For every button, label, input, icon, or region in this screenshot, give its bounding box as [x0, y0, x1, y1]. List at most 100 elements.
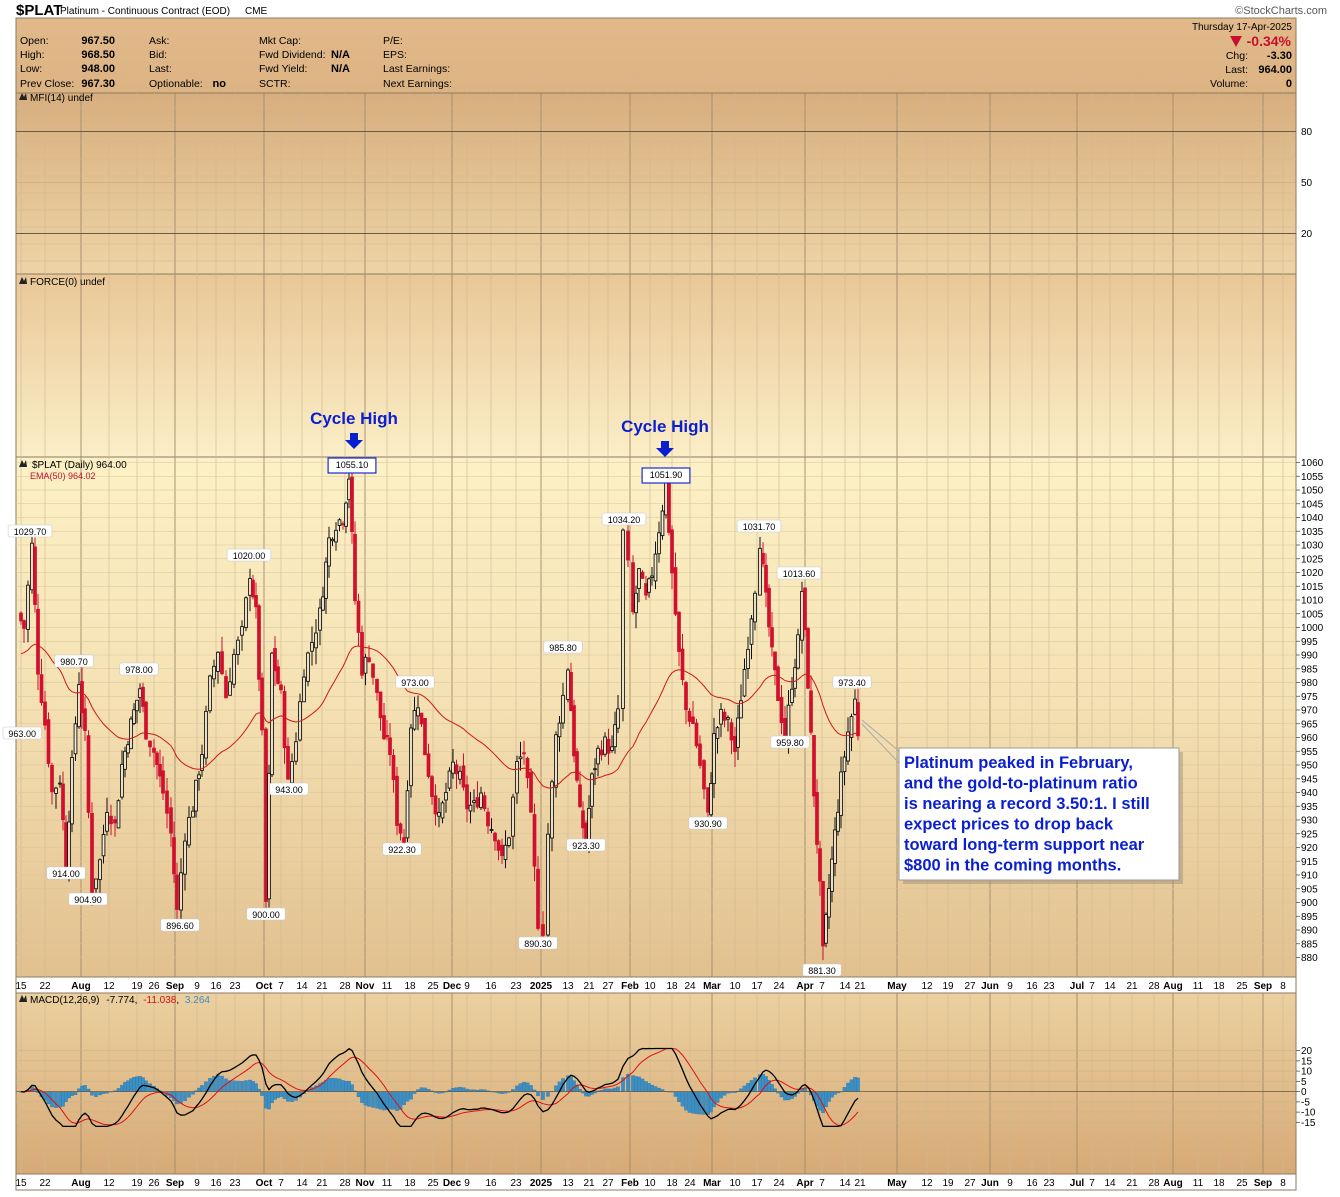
y-tick-label: 1005: [1301, 609, 1324, 620]
y-tick-label: 945: [1301, 774, 1318, 785]
macd-histogram-bar: [363, 1091, 368, 1106]
y-tick-label: 1010: [1301, 596, 1324, 607]
candle-body: [447, 770, 452, 789]
macd-panel: [15, 992, 1297, 1175]
candle-body: [687, 710, 692, 722]
x-tick-label: 21: [1126, 981, 1138, 992]
candle-body: [680, 648, 685, 681]
price-anchor-label: 1020.00: [233, 551, 266, 561]
x-tick-label: 16: [485, 1178, 497, 1189]
candle-body: [19, 612, 23, 622]
macd-histogram-bar: [536, 1091, 540, 1097]
x-tick-label: 25: [427, 981, 439, 992]
candle-body: [216, 651, 220, 672]
macd-histogram-bar: [515, 1085, 519, 1092]
candle-body: [341, 523, 345, 526]
x-tick-label: 24: [773, 1178, 785, 1189]
stat-label: Fwd Dividend:: [259, 49, 326, 61]
candle-body: [161, 770, 165, 794]
macd-histogram-bar: [405, 1091, 410, 1102]
x-tick-label: 14: [839, 981, 851, 992]
y-tick-label: 1000: [1301, 623, 1324, 634]
macd-title-label: MACD(12,26,9): [30, 995, 99, 1006]
price-anchor-label: 914.00: [52, 869, 80, 879]
macd-tick-label: 5: [1301, 1077, 1307, 1088]
macd-line: [20, 1047, 859, 1128]
candle-body: [833, 829, 837, 864]
y-tick-label: 935: [1301, 802, 1318, 813]
candle-body: [129, 718, 133, 750]
candle-body: [503, 844, 508, 860]
candle-body: [204, 710, 208, 759]
candle-body: [736, 717, 740, 748]
macd-sep-2: ,: [176, 995, 179, 1006]
macd-tick-label: -5: [1301, 1097, 1310, 1108]
x-tick-label: Mar: [703, 1178, 721, 1189]
y-tick-label: 1030: [1301, 541, 1324, 552]
price-anchor-label: 923.30: [572, 841, 600, 851]
price-label-box: [736, 519, 782, 533]
candle-body: [733, 736, 737, 753]
macd-histogram-bar: [451, 1088, 455, 1092]
macd-histogram-bar: [779, 1091, 784, 1098]
macd-histogram-bar: [680, 1091, 685, 1107]
x-tick-label: 19: [942, 1178, 954, 1189]
candle-body: [812, 735, 816, 797]
macd-histogram-bar: [541, 1091, 545, 1100]
candle-body: [385, 734, 389, 738]
x-tick-label: 28: [339, 981, 351, 992]
candle-body: [507, 837, 511, 846]
candle-body: [123, 750, 127, 770]
candle-body: [706, 787, 710, 813]
candle-body: [653, 553, 658, 582]
candle-body: [208, 675, 212, 712]
candle-body: [148, 740, 152, 748]
price-anchor-label: 980.70: [60, 657, 88, 667]
macd-histogram-bar: [67, 1091, 71, 1099]
x-tick-label: 10: [729, 981, 741, 992]
candle-body: [790, 688, 794, 703]
stat-value: N/A: [331, 49, 350, 61]
price-anchor-label: 1055.10: [336, 460, 369, 470]
candle-body: [228, 681, 232, 696]
macd-histogram-bar: [330, 1077, 335, 1092]
stat-label: Open:: [20, 35, 49, 47]
x-tick-label: 10: [729, 1178, 741, 1189]
candle-body: [314, 632, 318, 649]
candle-body: [302, 676, 306, 703]
price-label-box: [119, 662, 159, 676]
price-label-box: [2, 726, 42, 740]
candle-body: [363, 656, 368, 674]
macd-histogram-bar: [80, 1085, 84, 1092]
x-tick-label: 8: [1280, 981, 1286, 992]
candle-body: [572, 705, 576, 757]
candle-body: [621, 529, 625, 709]
candle-body: [197, 774, 201, 780]
price-anchor-label: 890.30: [524, 939, 552, 949]
candle-body: [347, 478, 351, 501]
x-tick-label: 19: [131, 1178, 143, 1189]
symbol: $PLAT: [16, 2, 62, 19]
x-tick-label: 12: [103, 981, 115, 992]
mfi-title: MFI(14) undef: [30, 93, 93, 104]
macd-histogram-bar: [356, 1091, 361, 1097]
macd-histogram-bar: [279, 1091, 283, 1097]
change-indicator: -0.34%: [1230, 33, 1292, 49]
candle-body: [58, 782, 62, 785]
candle-body: [472, 800, 476, 803]
candle-body: [569, 672, 573, 712]
x-tick-label: 11: [1193, 981, 1204, 992]
candle-body: [94, 878, 98, 890]
macd-histogram-bar: [347, 1080, 351, 1092]
candle-body: [248, 578, 252, 596]
header-text: $PLAT Platinum - Continuous Contract (EO…: [16, 2, 1327, 49]
macd-histogram-bar: [423, 1087, 427, 1092]
macd-histogram-bar: [461, 1087, 466, 1092]
stat-label: Low:: [20, 63, 42, 75]
candle-body: [761, 552, 765, 565]
x-tick-label: 18: [1213, 981, 1225, 992]
macd-histogram-bar: [90, 1091, 94, 1096]
y-tick-label: 955: [1301, 747, 1318, 758]
annotations: Cycle High Cycle High Platinum peaked in…: [310, 409, 1183, 884]
candle-body: [260, 677, 264, 731]
